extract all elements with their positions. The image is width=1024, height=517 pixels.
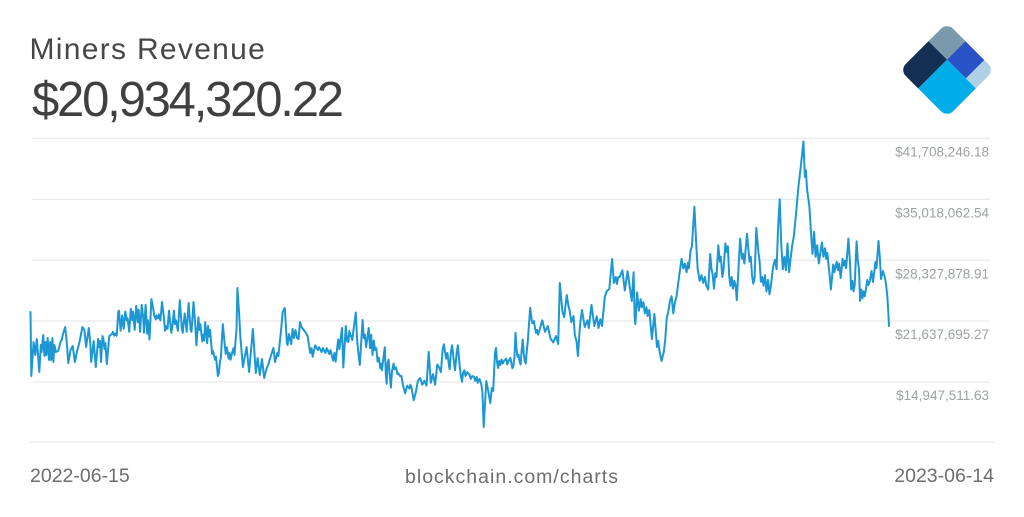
svg-text:2023-06-14: 2023-06-14 — [894, 465, 994, 487]
svg-text:$20,934,320.22: $20,934,320.22 — [32, 73, 342, 127]
svg-text:$28,327,878.91: $28,327,878.91 — [895, 266, 989, 281]
svg-text:$35,018,062.54: $35,018,062.54 — [895, 205, 989, 220]
svg-text:$14,947,511.63: $14,947,511.63 — [896, 388, 989, 403]
svg-text:$21,637,695.27: $21,637,695.27 — [895, 327, 989, 342]
svg-text:$41,708,246.18: $41,708,246.18 — [895, 145, 989, 160]
svg-text:Miners Revenue: Miners Revenue — [30, 33, 267, 66]
svg-text:blockchain.com/charts: blockchain.com/charts — [405, 466, 619, 488]
svg-text:2022-06-15: 2022-06-15 — [30, 465, 130, 487]
